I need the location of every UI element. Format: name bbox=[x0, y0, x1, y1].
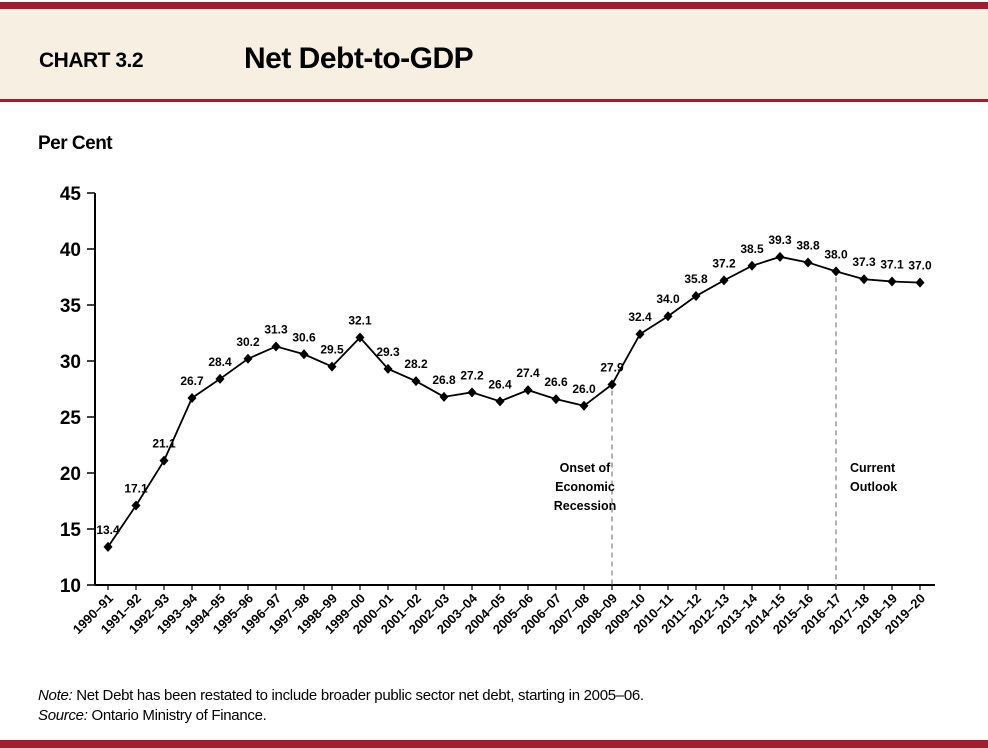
data-point bbox=[579, 400, 589, 411]
y-axis-label: Per Cent bbox=[38, 133, 113, 154]
y-tick-label: 40 bbox=[60, 240, 81, 261]
data-label: 38.8 bbox=[796, 238, 820, 252]
data-point bbox=[803, 257, 813, 268]
data-point bbox=[439, 391, 449, 402]
data-point bbox=[131, 500, 141, 511]
data-point bbox=[691, 291, 701, 302]
annotation-text: Outlook bbox=[850, 480, 897, 494]
data-point bbox=[551, 394, 561, 405]
y-tick-label: 25 bbox=[60, 408, 82, 429]
data-label: 28.2 bbox=[404, 357, 428, 371]
data-label: 38.5 bbox=[740, 242, 764, 256]
data-label: 29.3 bbox=[376, 345, 400, 359]
bottom-bar bbox=[0, 740, 988, 748]
data-label: 39.3 bbox=[768, 233, 792, 247]
data-point bbox=[243, 353, 253, 364]
annotation-text: Onset of bbox=[560, 461, 612, 475]
series-line bbox=[107, 255, 921, 548]
data-point bbox=[495, 396, 505, 407]
y-tick-label: 45 bbox=[60, 184, 82, 205]
y-tick-label: 10 bbox=[60, 576, 81, 597]
data-point bbox=[215, 373, 225, 384]
data-point bbox=[299, 349, 309, 360]
data-label: 26.7 bbox=[180, 374, 204, 388]
footnotes: Note: Net Debt has been restated to incl… bbox=[38, 686, 644, 726]
data-label: 37.3 bbox=[852, 255, 876, 269]
data-point bbox=[887, 276, 897, 287]
data-label: 17.1 bbox=[124, 481, 148, 495]
y-tick-label: 30 bbox=[60, 352, 81, 373]
data-point bbox=[271, 341, 281, 352]
data-point bbox=[187, 392, 197, 403]
data-point bbox=[355, 332, 365, 343]
data-point bbox=[635, 329, 645, 340]
data-point bbox=[831, 266, 841, 277]
y-tick-label: 35 bbox=[60, 296, 82, 317]
data-label: 29.5 bbox=[320, 343, 344, 357]
data-label: 31.3 bbox=[264, 322, 288, 336]
data-label: 37.2 bbox=[712, 256, 736, 270]
data-label: 27.2 bbox=[460, 368, 484, 382]
data-point bbox=[383, 363, 393, 374]
data-label: 37.0 bbox=[908, 259, 932, 273]
data-label: 35.8 bbox=[684, 272, 708, 286]
data-point bbox=[103, 541, 113, 552]
data-label: 26.6 bbox=[544, 375, 568, 389]
y-tick-label: 20 bbox=[60, 464, 81, 485]
data-label: 30.2 bbox=[236, 335, 260, 349]
data-label: 34.0 bbox=[656, 292, 680, 306]
data-label: 13.4 bbox=[96, 523, 120, 537]
data-label: 32.1 bbox=[348, 313, 372, 327]
chart-number: CHART 3.2 bbox=[39, 49, 144, 72]
y-tick-label: 15 bbox=[60, 520, 82, 541]
header-band: CHART 3.2 Net Debt-to-GDP bbox=[0, 2, 988, 102]
data-point bbox=[327, 361, 337, 372]
data-label: 27.9 bbox=[600, 361, 624, 375]
annotation-text: Economic bbox=[555, 480, 615, 494]
data-point bbox=[607, 379, 617, 390]
data-point bbox=[859, 274, 869, 285]
data-point bbox=[775, 251, 785, 262]
data-point bbox=[467, 387, 477, 398]
data-label: 30.6 bbox=[292, 330, 316, 344]
data-label: 26.0 bbox=[572, 382, 596, 396]
annotation-text: Recession bbox=[554, 499, 617, 513]
data-point bbox=[747, 260, 757, 271]
data-point bbox=[915, 277, 925, 288]
note-label: Note: bbox=[38, 687, 73, 704]
data-label: 26.4 bbox=[488, 377, 512, 391]
source-text: Ontario Ministry of Finance. bbox=[87, 707, 267, 724]
data-label: 38.0 bbox=[824, 247, 848, 261]
data-label: 26.8 bbox=[432, 373, 456, 387]
data-point bbox=[663, 311, 673, 322]
note-text: Net Debt has been restated to include br… bbox=[72, 687, 644, 704]
source-line: Source: Ontario Ministry of Finance. bbox=[38, 706, 644, 726]
data-point bbox=[411, 376, 421, 387]
data-label: 21.1 bbox=[152, 437, 176, 451]
data-label: 28.4 bbox=[208, 355, 232, 369]
source-label: Source: bbox=[38, 707, 88, 724]
note-line: Note: Net Debt has been restated to incl… bbox=[38, 686, 644, 706]
data-point bbox=[719, 275, 729, 286]
data-label: 27.4 bbox=[516, 366, 540, 380]
chart-title: Net Debt-to-GDP bbox=[244, 42, 474, 75]
data-label: 37.1 bbox=[880, 257, 904, 271]
data-point bbox=[523, 385, 533, 396]
annotation-text: Current bbox=[850, 461, 896, 475]
data-label: 32.4 bbox=[628, 310, 652, 324]
data-point bbox=[159, 455, 169, 466]
